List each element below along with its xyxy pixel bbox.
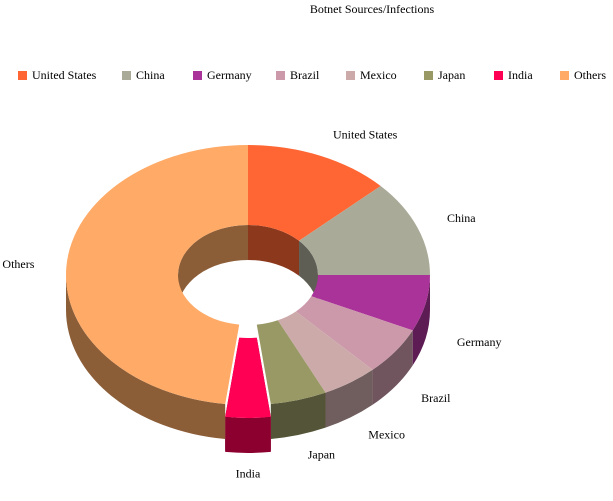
slice-label: China bbox=[447, 211, 476, 225]
outer-wall bbox=[66, 275, 226, 439]
slice-label: Mexico bbox=[368, 427, 405, 441]
inner-wall bbox=[299, 240, 318, 310]
donut-slice bbox=[225, 337, 271, 418]
outer-wall bbox=[270, 392, 326, 439]
slice-label: United States bbox=[333, 127, 398, 141]
donut-slice bbox=[65, 145, 248, 404]
legend-label: Brazil bbox=[290, 68, 320, 82]
donut-slice bbox=[248, 145, 381, 241]
legend-label: Mexico bbox=[360, 68, 397, 82]
legend-label: Others bbox=[574, 68, 606, 82]
slice-label: India bbox=[236, 467, 261, 481]
inner-wall bbox=[178, 225, 248, 310]
slice-label: Brazil bbox=[421, 391, 451, 405]
outer-wall bbox=[325, 369, 373, 428]
legend-label: India bbox=[508, 68, 533, 82]
outer-wall bbox=[225, 416, 271, 453]
legend-swatch bbox=[18, 71, 27, 80]
slice-label: Japan bbox=[308, 448, 335, 462]
legend-swatch bbox=[346, 71, 355, 80]
legend-label: China bbox=[136, 68, 165, 82]
donut-slice bbox=[299, 186, 430, 275]
donut-slice bbox=[295, 296, 413, 370]
chart-title: Botnet Sources/Infections bbox=[310, 2, 435, 16]
legend-swatch bbox=[276, 71, 285, 80]
legend-label: Germany bbox=[207, 68, 252, 82]
legend-swatch bbox=[193, 71, 202, 80]
donut-slice bbox=[256, 320, 326, 404]
slice-label: Others bbox=[2, 257, 34, 271]
inner-wall bbox=[248, 225, 300, 276]
legend-swatch bbox=[424, 71, 433, 80]
donut-slice bbox=[277, 311, 373, 393]
legend-swatch bbox=[494, 71, 503, 80]
legend-swatch bbox=[122, 71, 131, 80]
slice-label: Germany bbox=[457, 335, 502, 349]
outer-wall bbox=[412, 275, 431, 366]
donut-slice bbox=[311, 275, 431, 331]
legend-swatch bbox=[560, 71, 569, 80]
outer-wall bbox=[372, 330, 413, 405]
legend-label: Japan bbox=[438, 68, 465, 82]
legend-label: United States bbox=[32, 68, 97, 82]
